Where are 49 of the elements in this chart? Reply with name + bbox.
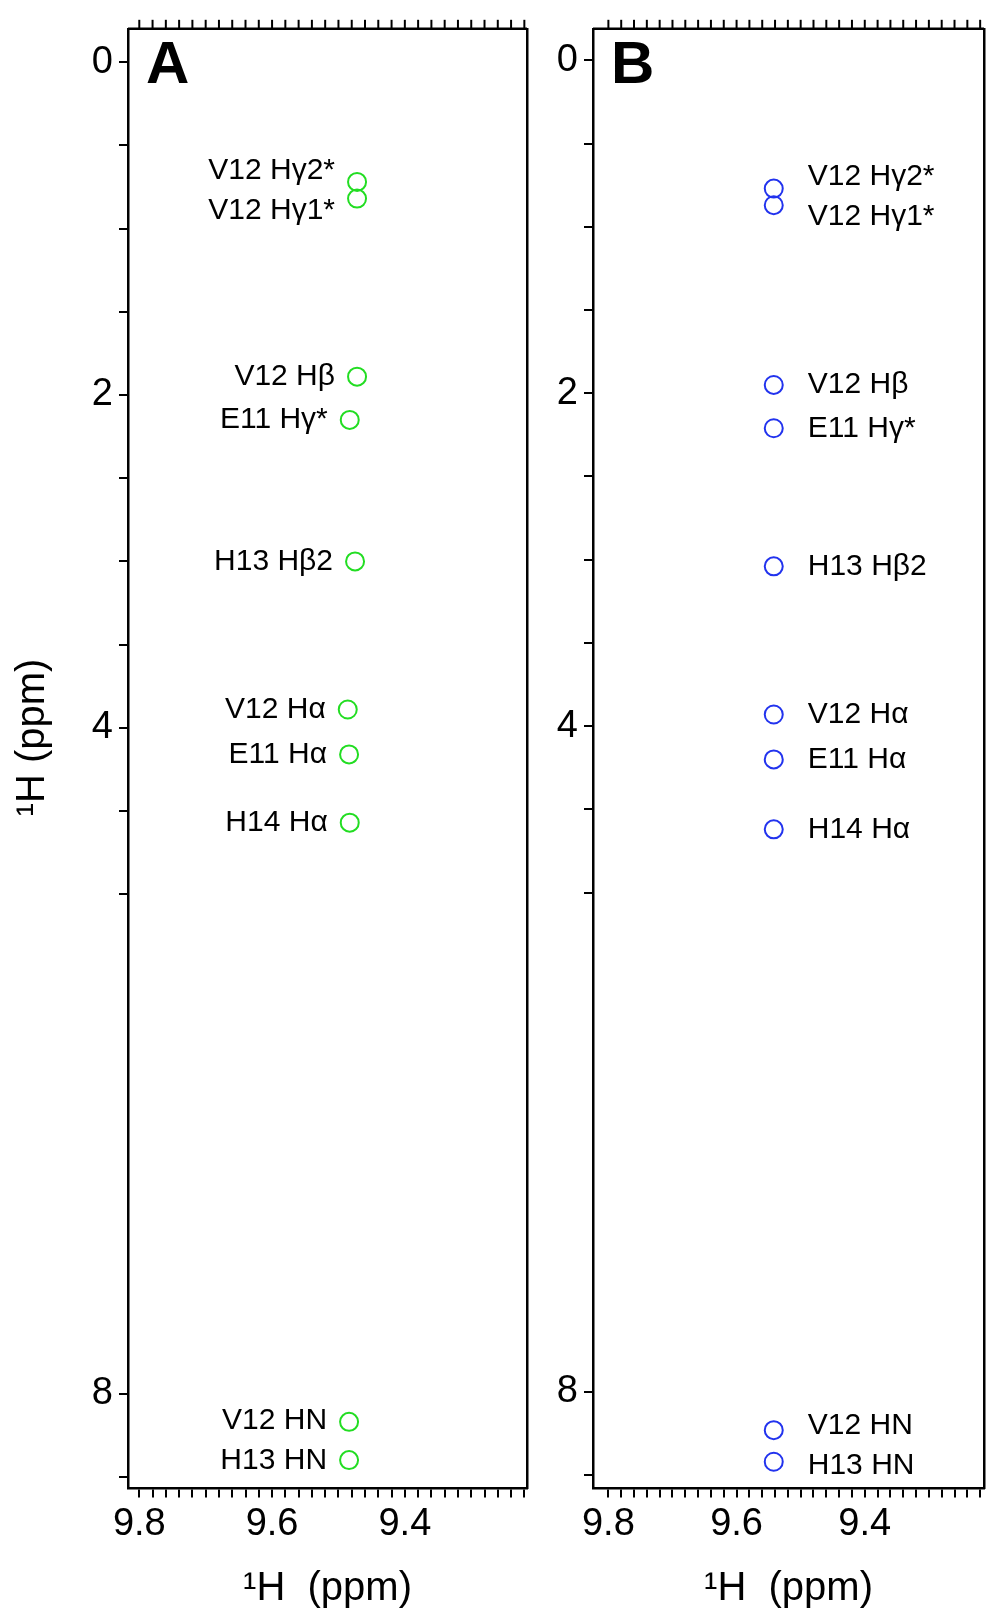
annotation: V12 Hα xyxy=(225,690,326,724)
point xyxy=(763,178,784,199)
y-tick-label: 8 xyxy=(556,1368,578,1411)
x-tick-label: 9.6 xyxy=(245,1500,299,1543)
point xyxy=(763,1420,784,1441)
y-tick-label: 2 xyxy=(556,369,578,412)
y-tick-label: 2 xyxy=(91,371,113,414)
x-tick-label: 9.4 xyxy=(378,1500,432,1543)
y-tick-label: 0 xyxy=(556,36,578,79)
annotation: E11 Hγ* xyxy=(807,409,916,443)
annotation: H13 HN xyxy=(220,1442,328,1476)
annotation: E11 Hα xyxy=(807,740,907,774)
annotation: V12 Hγ1* xyxy=(807,198,935,232)
x-axis-title: ¹H (ppm) xyxy=(243,1564,412,1609)
annotation: V12 Hβ xyxy=(234,357,336,391)
annotation: V12 HN xyxy=(807,1407,913,1441)
point xyxy=(763,418,784,439)
point xyxy=(763,704,784,725)
y-tick-label: 0 xyxy=(91,38,113,81)
point xyxy=(763,819,784,840)
y-tick-label: 4 xyxy=(91,704,113,747)
annotation: H14 Hα xyxy=(225,803,328,837)
annotation: H13 HN xyxy=(807,1447,915,1481)
annotation: V12 Hγ1* xyxy=(208,191,336,225)
annotation: E11 Hα xyxy=(228,735,328,769)
x-tick-label: 9.8 xyxy=(581,1500,635,1543)
annotation: H14 Hα xyxy=(807,810,911,844)
annotation: V12 Hα xyxy=(807,695,909,729)
point xyxy=(763,374,784,395)
annotation: V12 Hγ2* xyxy=(208,151,336,185)
chart-title: A xyxy=(146,29,190,97)
y-tick-label: 4 xyxy=(556,702,578,745)
annotation: V12 Hβ xyxy=(807,366,909,400)
annotation: V12 HN xyxy=(222,1402,328,1436)
point xyxy=(763,195,784,216)
annotation: H13 Hβ2 xyxy=(214,542,334,576)
x-tick-label: 9.6 xyxy=(710,1500,763,1543)
annotation: E11 Hγ* xyxy=(219,401,329,435)
y-tick-label: 8 xyxy=(91,1370,113,1413)
point xyxy=(763,749,784,770)
point xyxy=(763,1451,784,1472)
x-tick-label: 9.4 xyxy=(838,1500,892,1543)
annotation: V12 Hγ2* xyxy=(807,158,935,192)
annotation: H13 Hβ2 xyxy=(807,547,927,581)
x-axis-title: ¹H (ppm) xyxy=(704,1564,873,1609)
y-axis-title: ¹H (ppm) xyxy=(7,657,53,819)
chart-title: B xyxy=(611,29,655,97)
x-tick-label: 9.8 xyxy=(112,1500,166,1543)
point xyxy=(763,556,784,577)
